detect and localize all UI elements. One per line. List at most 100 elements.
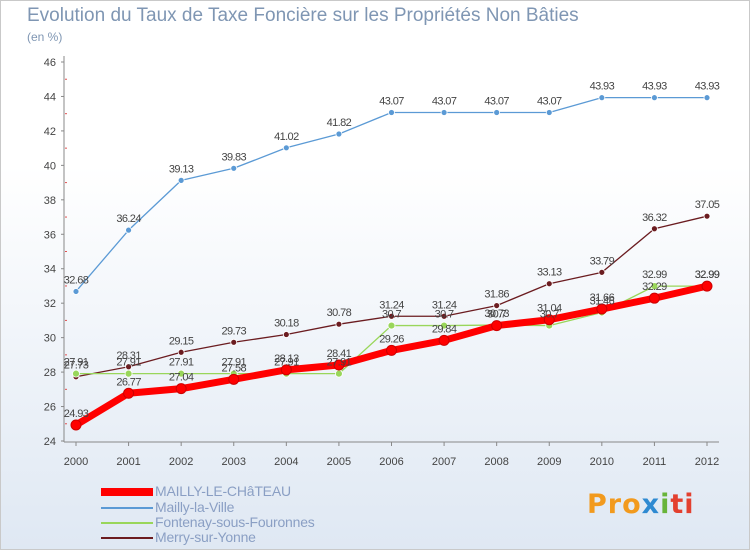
- logo-part: ti: [670, 489, 695, 520]
- data-point: [280, 364, 292, 376]
- y-tick-label: 46: [44, 57, 56, 69]
- x-tick-label: 2009: [537, 456, 561, 468]
- data-label: 28.41: [327, 348, 352, 360]
- data-point: [598, 268, 606, 276]
- data-point: [177, 369, 186, 378]
- data-point: [650, 282, 659, 291]
- data-label: 27.91: [116, 357, 141, 369]
- x-tick-label: 2006: [379, 456, 403, 468]
- data-label: 32.29: [642, 281, 667, 293]
- y-tick-label: 28: [44, 367, 56, 379]
- data-label: 41.82: [327, 117, 352, 129]
- data-label: 31.04: [537, 303, 562, 315]
- data-label: 27.91: [169, 357, 194, 369]
- y-tick-label: 24: [44, 436, 56, 448]
- data-label: 29.84: [432, 323, 457, 335]
- data-point: [230, 164, 238, 172]
- data-point: [335, 130, 343, 138]
- data-point: [388, 312, 395, 320]
- legend-swatch: [101, 522, 153, 524]
- legend-item: Merry-sur-Yonne: [101, 529, 361, 545]
- x-tick-label: 2011: [643, 456, 667, 468]
- data-label: 30.7: [382, 309, 401, 321]
- data-label: 27.91: [327, 357, 352, 369]
- y-tick-label: 44: [44, 91, 56, 103]
- data-label: 43.07: [432, 95, 457, 107]
- data-point: [701, 280, 713, 292]
- data-point: [175, 383, 187, 395]
- data-point: [177, 176, 185, 184]
- data-label: 41.02: [274, 131, 299, 143]
- data-label: 31.46: [590, 295, 615, 307]
- data-label: 43.07: [379, 95, 404, 107]
- data-label: 29.73: [221, 325, 246, 337]
- data-point: [703, 212, 711, 220]
- data-point: [72, 369, 80, 378]
- data-point: [493, 302, 501, 309]
- data-point: [335, 369, 343, 378]
- data-point: [228, 373, 240, 385]
- x-tick-label: 2007: [432, 456, 456, 468]
- data-point: [387, 321, 396, 330]
- data-point: [651, 225, 658, 233]
- x-tick-label: 2008: [484, 456, 508, 468]
- y-tick-label: 38: [44, 195, 56, 207]
- x-tick-label: 2010: [590, 456, 614, 468]
- data-point: [125, 226, 132, 234]
- data-point: [651, 94, 658, 102]
- data-point: [123, 387, 135, 399]
- y-tick-label: 42: [44, 126, 56, 138]
- logo-part: Pro: [587, 489, 642, 520]
- data-point: [703, 94, 711, 102]
- data-label: 36.32: [642, 212, 667, 224]
- legend-label: Fontenay-sous-Fouronnes: [155, 514, 315, 530]
- y-tick-label: 32: [44, 298, 56, 310]
- data-label: 43.07: [484, 95, 509, 107]
- data-label: 27.73: [64, 360, 89, 372]
- data-label: 27.58: [221, 362, 246, 374]
- data-label: 39.13: [169, 163, 194, 175]
- data-label: 33.79: [590, 255, 615, 267]
- data-label: 32.99: [642, 269, 667, 281]
- data-label: 28.13: [274, 353, 299, 365]
- data-point: [335, 320, 343, 328]
- data-point: [177, 348, 185, 356]
- data-label: 30.73: [484, 308, 509, 320]
- x-tick-label: 2004: [274, 456, 298, 468]
- data-point: [230, 338, 238, 346]
- data-point: [124, 369, 133, 378]
- data-label: 27.04: [169, 372, 194, 384]
- data-label: 36.24: [116, 213, 141, 225]
- data-label: 43.07: [537, 95, 562, 107]
- data-point: [438, 334, 450, 346]
- data-point: [440, 109, 448, 116]
- data-point: [440, 321, 448, 330]
- proxiti-logo: Proxiti: [587, 489, 695, 520]
- data-label: 31.24: [379, 299, 404, 311]
- data-label: 32.99: [695, 269, 720, 281]
- data-label: 32.99: [695, 269, 720, 281]
- x-tick-label: 2012: [695, 456, 719, 468]
- logo-part: x: [641, 489, 661, 520]
- legend-label: Merry-sur-Yonne: [155, 529, 256, 545]
- data-label: 37.05: [695, 199, 720, 211]
- chart-title: Evolution du Taux de Taxe Foncière sur l…: [27, 5, 579, 26]
- x-tick-label: 2000: [64, 456, 88, 468]
- x-tick-label: 2003: [222, 456, 246, 468]
- data-point: [70, 419, 82, 431]
- legend-item: Mailly-la-Ville: [101, 499, 361, 515]
- legend-swatch: [101, 537, 153, 539]
- data-label: 33.13: [537, 267, 562, 279]
- data-label: 31.66: [590, 292, 615, 304]
- legend-label: Mailly-la-Ville: [155, 499, 235, 515]
- data-label: 27.91: [64, 357, 89, 369]
- data-point: [440, 312, 448, 320]
- legend-swatch: [101, 488, 153, 496]
- data-point: [72, 288, 80, 295]
- legend-item: Fontenay-sous-Fouronnes: [101, 514, 361, 530]
- logo-part: i: [660, 489, 671, 520]
- data-label: 30.18: [274, 318, 299, 330]
- data-label: 29.15: [169, 335, 194, 347]
